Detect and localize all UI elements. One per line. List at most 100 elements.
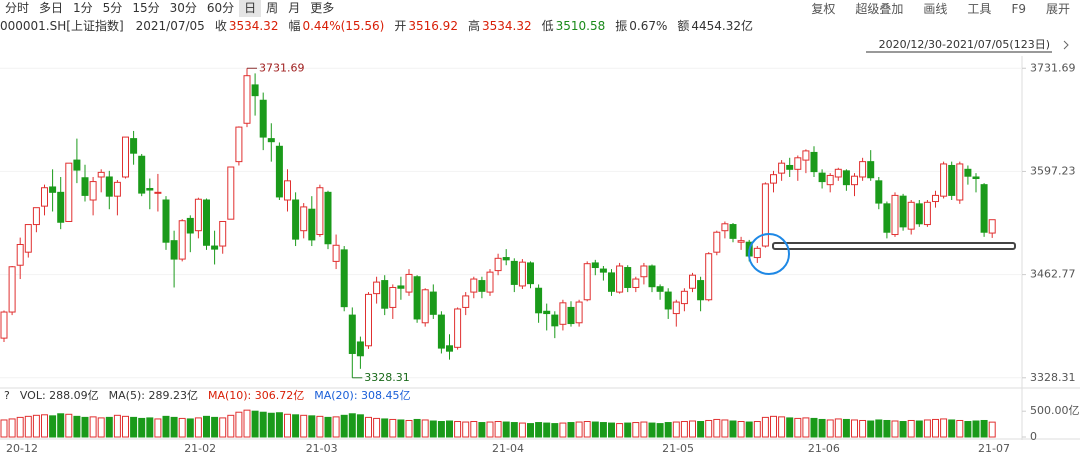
candle-body <box>243 75 251 124</box>
volume-bar <box>65 413 73 438</box>
info-item: 幅 0.44%(15.56) <box>288 19 386 33</box>
volume-bar <box>778 416 786 438</box>
candle-body <box>510 260 518 285</box>
tool-button[interactable]: 展开 <box>1045 2 1070 16</box>
period-tab[interactable]: 月 <box>288 1 301 15</box>
volume-bar <box>940 418 948 438</box>
volume-bar <box>875 419 883 438</box>
tool-button[interactable]: 复权 <box>811 2 836 16</box>
candle-body <box>932 194 939 203</box>
volume-bar <box>680 421 688 438</box>
candle-body <box>381 280 389 309</box>
period-tab[interactable]: 60分 <box>206 1 235 15</box>
volume-bar <box>243 409 251 438</box>
volume-bar <box>105 416 113 438</box>
range-label[interactable]: 2020/12/30-2021/07/05(123日) <box>879 38 1050 51</box>
candle-body <box>664 291 672 310</box>
period-tab[interactable]: 周 <box>266 1 279 15</box>
tool-button[interactable]: F9 <box>1011 2 1026 16</box>
volume-bar <box>826 419 834 438</box>
volume-bar <box>891 420 899 438</box>
range-arrow[interactable] <box>1063 40 1069 50</box>
candle-body <box>988 219 996 234</box>
volume-bar <box>219 417 227 438</box>
volume-bar <box>437 421 445 438</box>
volume-bar <box>729 420 737 438</box>
info-value: 3510.58 <box>555 19 606 33</box>
candle-body <box>672 301 680 315</box>
info-label: 振 <box>615 19 628 33</box>
volume-bar <box>535 422 543 438</box>
period-tab[interactable]: 多日 <box>39 1 64 15</box>
volume-bar <box>697 421 705 438</box>
info-item: 开 3516.92 <box>394 19 460 33</box>
volume-bar <box>57 413 65 438</box>
candle-body <box>316 187 324 236</box>
period-tab[interactable]: 1分 <box>73 1 93 15</box>
candle-body <box>259 99 267 138</box>
candle-body <box>761 183 769 247</box>
candle-body <box>502 257 510 261</box>
candle-body <box>81 177 89 196</box>
volume-bar <box>81 416 89 438</box>
tool-button[interactable]: 超级叠加 <box>855 2 904 16</box>
period-tabs: 分时 多日 1分 5分 15分 30分 60分日周月更多 <box>0 0 339 17</box>
info-value: 0.44%(15.56) <box>302 19 385 33</box>
volume-bar <box>316 415 324 438</box>
volume-bar <box>73 415 81 438</box>
y-tick-label: 500.00亿 <box>1030 404 1080 417</box>
candle-body <box>219 220 227 247</box>
period-tab[interactable]: 30分 <box>169 1 197 15</box>
candle-body <box>591 262 599 269</box>
candle-body <box>859 161 867 178</box>
volume-bar <box>275 412 283 438</box>
candle-body <box>616 265 624 293</box>
candle-body <box>89 181 97 201</box>
tool-button[interactable]: 画线 <box>923 2 948 16</box>
candle-body <box>292 199 300 240</box>
code: 000001.SH[上证指数] <box>0 19 124 33</box>
info-item: 振 0.67% <box>615 19 669 33</box>
period-tab[interactable]: 日 <box>239 0 262 17</box>
period-tab[interactable]: 更多 <box>310 1 335 15</box>
volume-bar <box>575 421 583 438</box>
volume-bar <box>356 414 364 438</box>
volume-bar <box>381 418 389 438</box>
volume-bar <box>932 418 939 438</box>
volume-bar <box>818 418 826 438</box>
legend-entry: MA(10): 306.72亿 <box>208 389 304 402</box>
period-tab[interactable]: 15分 <box>132 1 160 15</box>
volume-bar <box>389 418 397 438</box>
candle-body <box>65 162 73 222</box>
candle-body <box>648 265 656 288</box>
candle-body <box>462 295 470 308</box>
volume-bar <box>802 417 810 438</box>
candle-body <box>227 166 235 220</box>
candle-body <box>737 240 745 243</box>
candle-body <box>397 285 405 289</box>
volume-bar <box>186 418 194 438</box>
candle-body <box>194 198 202 232</box>
legend-entry: MA(20): 308.45亿 <box>314 389 410 402</box>
candle-body <box>559 302 567 325</box>
volume-bar <box>851 419 858 438</box>
max-label: 3731.69 <box>259 61 305 74</box>
volume-bar <box>194 417 202 438</box>
period-tab[interactable]: 分时 <box>5 1 30 15</box>
volume-bar <box>397 419 405 438</box>
volume-bar <box>737 421 745 438</box>
candle-body <box>940 163 948 197</box>
info-value: 3534.32 <box>228 19 279 33</box>
candle-body <box>373 281 381 295</box>
candle-body <box>543 310 551 315</box>
volume-bar <box>340 414 348 438</box>
candle-body <box>478 280 486 292</box>
candle-body <box>57 191 65 223</box>
candle-body <box>365 293 372 347</box>
period-tab[interactable]: 5分 <box>102 1 123 15</box>
volume-bar <box>705 419 713 438</box>
candle-body <box>883 203 891 233</box>
tool-button[interactable]: 工具 <box>967 2 992 16</box>
min-label: 3328.31 <box>364 371 410 384</box>
x-tick-label: 21-04 <box>492 442 524 455</box>
